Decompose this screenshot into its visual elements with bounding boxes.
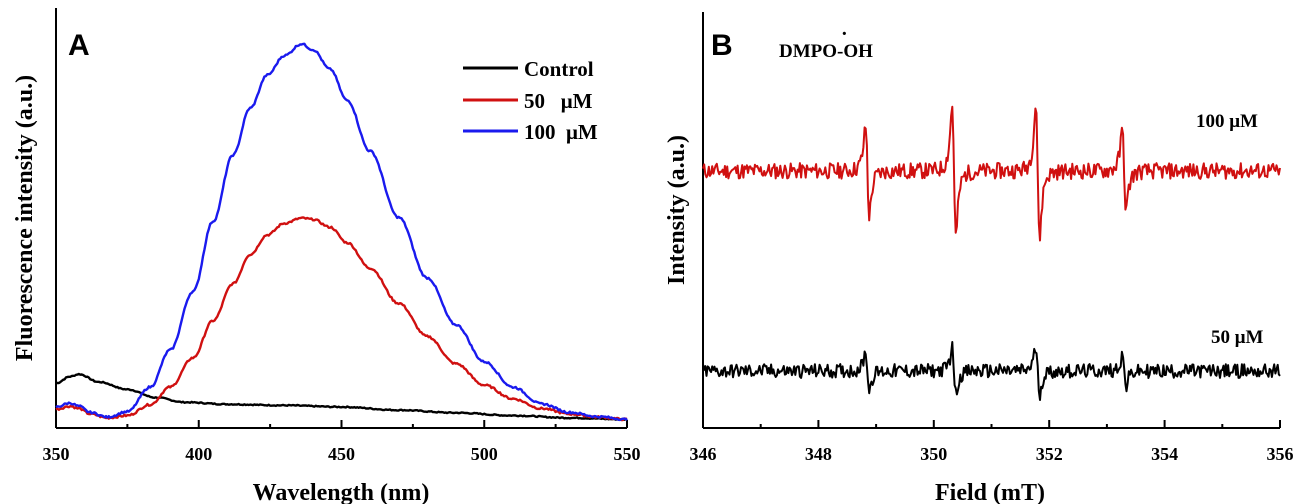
panel-b-x-tick-label: 356 [1267, 444, 1294, 464]
legend-label-control: Control [524, 57, 594, 81]
panel-a-x-tick-label: 450 [328, 444, 355, 464]
panel-b-annotation: DMPO-OH [779, 41, 873, 62]
panel-b-label-100um: 100 μM [1196, 111, 1258, 132]
panel-b-x-tick-label: 346 [690, 444, 717, 464]
panel-a-letter: A [68, 29, 90, 62]
panel-b-x-ticks [702, 420, 1281, 428]
panel-a-series-line-2 [55, 42, 628, 422]
panel-b-x-tick-labels: 346 348 350 352 354 356 [690, 444, 1294, 464]
panel-b-x-axis-label: Field (mT) [935, 480, 1045, 504]
panel-a-series [55, 42, 628, 422]
panel-a-x-tick-label: 350 [43, 444, 70, 464]
panel-b-series [702, 105, 1281, 401]
panel-a-y-axis-label: Fluorescence intensity (a.u.) [12, 75, 38, 361]
panel-b-x-tick-label: 350 [920, 444, 947, 464]
panel-a-chart: A 350 400 450 500 550 Control 50 μM 100 μM W… [12, 8, 641, 504]
panel-b-x-tick-label: 354 [1151, 444, 1178, 464]
panel-a-x-axis-label: Wavelength (nm) [253, 480, 430, 504]
panel-b-y-axis-label: Intensity (a.u.) [664, 135, 690, 285]
panel-a-x-ticks [55, 420, 628, 428]
panel-a-x-tick-label: 550 [614, 444, 641, 464]
panel-b-x-tick-label: 348 [805, 444, 832, 464]
panel-b-spectrum-0 [702, 105, 1281, 242]
legend-label-50um: 50 μM [524, 89, 593, 113]
panel-a-legend: Control 50 μM 100 μM [463, 57, 598, 144]
panel-b-label-50um: 50 μM [1211, 327, 1264, 348]
panel-b-annotation-radical-dot: · [841, 23, 848, 45]
panel-b-chart: B DMPO-OH · 346 348 350 352 354 356 100 μM 50… [664, 12, 1294, 504]
panel-b-letter: B [711, 29, 733, 62]
panel-a-x-tick-label: 500 [471, 444, 498, 464]
panel-a-x-tick-label: 400 [185, 444, 212, 464]
panel-b-x-tick-label: 352 [1036, 444, 1063, 464]
legend-label-100um: 100 μM [524, 120, 598, 144]
panel-a-series-line-1 [55, 216, 628, 422]
panel-a-series-line-0 [55, 372, 628, 421]
panel-a-x-tick-labels: 350 400 450 500 550 [43, 444, 641, 464]
panel-b-spectrum-1 [702, 341, 1281, 401]
